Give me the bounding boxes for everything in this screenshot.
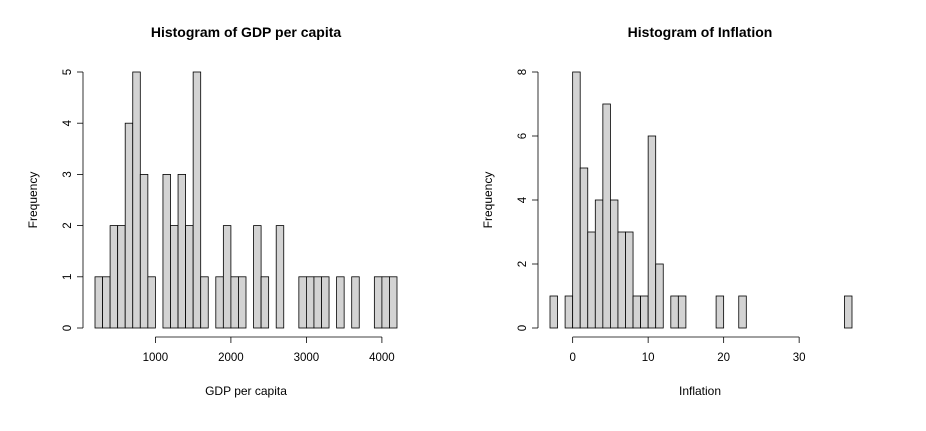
y-tick-label: 1: [62, 274, 74, 280]
x-tick-label: 30: [793, 352, 806, 364]
histogram-bar: [594, 199, 604, 329]
histogram-bar: [351, 276, 360, 329]
x-tick-label: 0: [569, 352, 575, 364]
histogram-bar: [177, 173, 187, 329]
bar-group: [94, 71, 398, 329]
histogram-bar: [215, 276, 224, 329]
histogram-bar: [715, 295, 725, 329]
histogram-bar: [94, 276, 103, 329]
histogram-bar: [162, 173, 171, 329]
histogram-bar: [132, 71, 141, 329]
x-axis-label: Inflation: [679, 384, 721, 398]
histogram-bar: [305, 276, 315, 329]
histogram-bar: [336, 276, 345, 329]
x-axis: 1000 2000 3000 4000: [143, 336, 395, 364]
y-tick-label: 5: [62, 69, 74, 75]
histogram-bar: [670, 295, 679, 329]
histogram-bar: [185, 225, 194, 329]
bar-group: [549, 71, 853, 329]
histogram-bar: [260, 276, 270, 329]
histogram-bar: [579, 167, 589, 329]
x-tick-label: 4000: [369, 352, 395, 364]
x-tick-label: 10: [642, 352, 655, 364]
chart-title: Histogram of Inflation: [628, 24, 773, 40]
x-tick-label: 2000: [218, 352, 244, 364]
histogram-bar: [632, 295, 641, 329]
histogram-bar: [389, 276, 398, 329]
histogram-bar: [230, 276, 239, 329]
histogram-gdp-panel: Histogram of GDP per capita GDP per capi…: [26, 24, 398, 398]
histogram-bar: [313, 276, 322, 329]
histogram-bar: [655, 263, 664, 329]
histogram-bar: [117, 225, 126, 329]
histogram-bar: [844, 295, 853, 329]
y-axis-label: Frequency: [26, 172, 40, 229]
x-axis-label: GDP per capita: [205, 384, 287, 398]
y-tick-label: 3: [62, 171, 74, 177]
y-tick-label: 2: [517, 261, 529, 267]
histogram-bar: [564, 295, 574, 329]
histogram-bar: [222, 225, 232, 329]
histogram-bar: [147, 276, 156, 329]
histogram-bar: [640, 295, 649, 329]
histogram-bar: [253, 225, 262, 329]
histogram-bar: [102, 276, 111, 329]
y-axis: 0 1 2 3 4 5: [62, 69, 84, 331]
histogram-bar: [677, 295, 687, 329]
histogram-bar: [373, 276, 383, 329]
y-tick-label: 0: [517, 325, 529, 331]
histogram-bar: [647, 135, 657, 329]
histogram-bar: [200, 276, 209, 329]
y-tick-label: 4: [517, 196, 529, 203]
y-tick-label: 8: [517, 69, 529, 75]
y-tick-label: 0: [62, 325, 74, 331]
chart-title: Histogram of GDP per capita: [151, 24, 342, 40]
histogram-bar: [321, 276, 330, 329]
histogram-bar: [139, 173, 149, 329]
y-tick-label: 6: [517, 133, 529, 139]
histogram-bar: [572, 71, 581, 329]
histogram-bar: [124, 122, 134, 329]
histogram-bar: [298, 276, 307, 329]
histogram-bar: [625, 231, 634, 329]
x-axis: 0 10 20 30: [569, 336, 806, 364]
histogram-bar: [170, 225, 179, 329]
x-tick-label: 20: [717, 352, 730, 364]
y-tick-label: 2: [62, 222, 74, 228]
histogram-bar: [549, 295, 558, 329]
histogram-bar: [610, 199, 619, 329]
y-axis-label: Frequency: [481, 172, 495, 229]
histogram-bar: [587, 231, 596, 329]
histogram-bar: [109, 225, 119, 329]
y-tick-label: 4: [62, 119, 74, 126]
histogram-bar: [238, 276, 247, 329]
histogram-bar: [602, 103, 611, 329]
histogram-bar: [738, 295, 747, 329]
histogram-inflation-panel: Histogram of Inflation Inflation Frequen…: [481, 24, 853, 398]
histogram-bar: [617, 231, 626, 329]
histogram-bar: [275, 225, 285, 329]
histogram-bar: [381, 276, 390, 329]
x-tick-label: 1000: [143, 352, 169, 364]
y-axis: 0 2 4 6 8: [517, 69, 539, 331]
x-tick-label: 3000: [294, 352, 320, 364]
histogram-bar: [192, 71, 202, 329]
